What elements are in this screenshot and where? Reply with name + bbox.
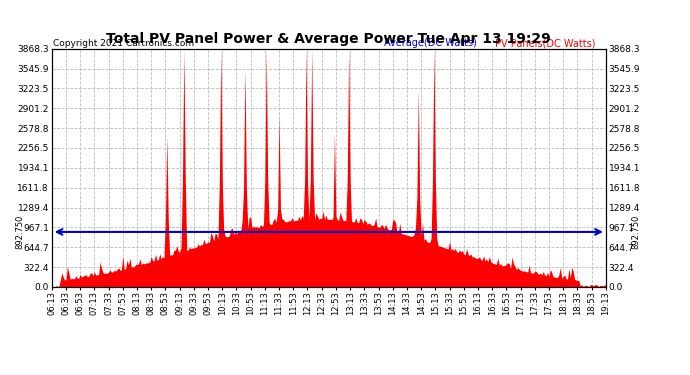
Text: Copyright 2021 Cartronics.com: Copyright 2021 Cartronics.com [53, 39, 194, 48]
Text: 892.750: 892.750 [632, 215, 641, 249]
Text: PV Panels(DC Watts): PV Panels(DC Watts) [495, 38, 595, 48]
Text: Average(DC Watts): Average(DC Watts) [384, 38, 477, 48]
Text: 892.750: 892.750 [15, 215, 24, 249]
Title: Total PV Panel Power & Average Power Tue Apr 13 19:29: Total PV Panel Power & Average Power Tue… [106, 32, 551, 46]
